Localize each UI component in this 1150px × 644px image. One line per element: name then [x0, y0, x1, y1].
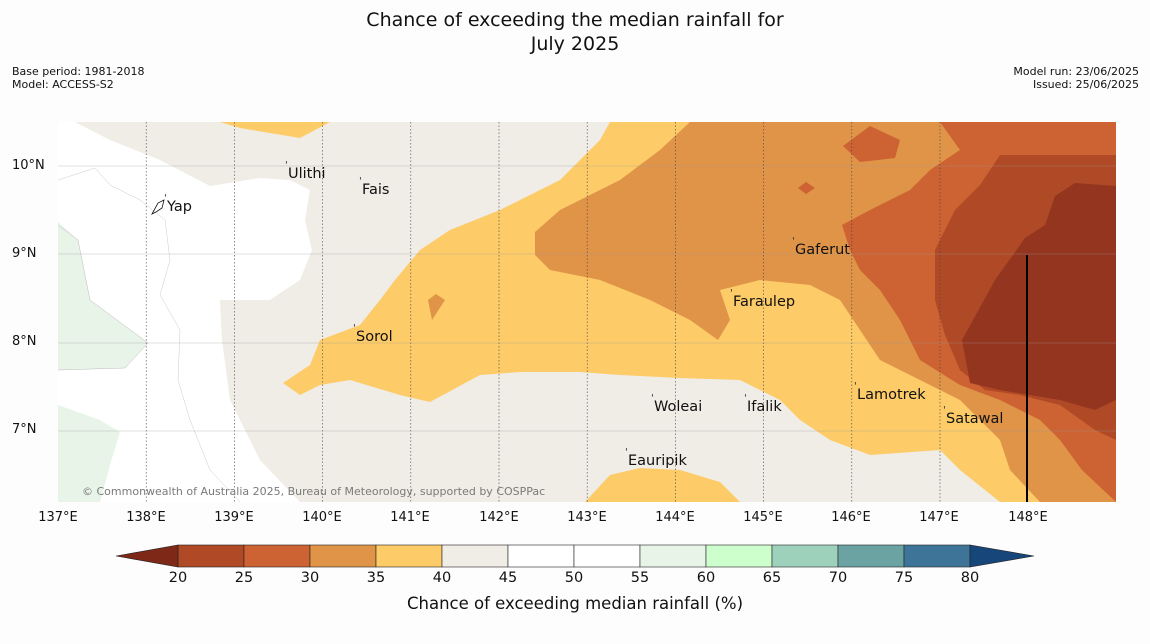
lat-label: 9°N [12, 246, 37, 261]
chart-title: Chance of exceeding the median rainfall … [0, 8, 1150, 56]
colorbar [115, 544, 1035, 568]
lon-label: 141°E [390, 510, 430, 525]
colorbar-tick: 60 [696, 570, 716, 586]
lat-label: 7°N [12, 422, 37, 437]
yap-island [151, 199, 165, 215]
contour-line [58, 167, 241, 502]
colorbar-tick: 50 [564, 570, 584, 586]
colorbar-swatch [309, 544, 377, 568]
colorbar-swatch [177, 544, 245, 568]
place-label: Ifalik [744, 393, 782, 415]
colorbar-tick: 35 [366, 570, 386, 586]
colorbar-tick: 45 [498, 570, 518, 586]
colorbar-swatch [639, 544, 707, 568]
lon-label: 147°E [919, 510, 959, 525]
colorbar-extend-high [969, 544, 1035, 568]
colorbar-swatch [705, 544, 773, 568]
lon-label: 140°E [302, 510, 342, 525]
copyright-notice: © Commonwealth of Australia 2025, Bureau… [82, 485, 546, 498]
colorbar-swatch [243, 544, 311, 568]
place-label: Ulithi [285, 160, 326, 182]
contour-line [58, 224, 149, 371]
colorbar-tick: 20 [168, 570, 188, 586]
place-label: Gaferut [792, 236, 850, 258]
place-label: Lamotrek [854, 381, 926, 403]
lon-label: 148°E [1008, 510, 1048, 525]
issued-date: Issued: 25/06/2025 [1032, 78, 1139, 91]
lon-label: 139°E [214, 510, 254, 525]
lon-label: 144°E [655, 510, 695, 525]
meta-left: Base period: 1981-2018 Model: ACCESS-S2 [12, 65, 144, 91]
model-run: Model run: 23/06/2025 [1013, 65, 1139, 78]
colorbar-swatch [771, 544, 839, 568]
lon-label: 145°E [743, 510, 783, 525]
place-label: Eauripik [625, 447, 687, 469]
title-line-1: Chance of exceeding the median rainfall … [366, 9, 784, 31]
lon-label: 143°E [567, 510, 607, 525]
place-label: Yap [164, 193, 192, 215]
map-area [58, 122, 1116, 502]
place-label: Sorol [353, 323, 393, 345]
title-line-2: July 2025 [530, 33, 620, 55]
lon-label: 146°E [831, 510, 871, 525]
place-label: Satawal [943, 405, 1003, 427]
band-55-60 [58, 222, 148, 502]
colorbar-swatch [903, 544, 971, 568]
colorbar-swatch [507, 544, 575, 568]
colorbar-tick: 40 [432, 570, 452, 586]
colorbar-tick: 65 [762, 570, 782, 586]
model-name: Model: ACCESS-S2 [12, 78, 114, 91]
colorbar-swatch [573, 544, 641, 568]
colorbar-tick: 30 [300, 570, 320, 586]
place-label: Woleai [651, 393, 702, 415]
meta-right: Model run: 23/06/2025 Issued: 25/06/2025 [1013, 65, 1139, 91]
colorbar-swatch [441, 544, 509, 568]
place-label: Faraulep [730, 288, 795, 310]
place-label: Fais [359, 176, 390, 198]
graticule [58, 122, 1116, 502]
lon-label: 142°E [479, 510, 519, 525]
lat-label: 10°N [12, 158, 45, 173]
lat-label: 8°N [12, 334, 37, 349]
colorbar-swatch [375, 544, 443, 568]
colorbar-label: Chance of exceeding median rainfall (%) [406, 594, 744, 613]
colorbar-swatch [837, 544, 905, 568]
colorbar-tick: 75 [894, 570, 914, 586]
lon-label: 137°E [38, 510, 78, 525]
colorbar-tick: 55 [630, 570, 650, 586]
base-period: Base period: 1981-2018 [12, 65, 145, 78]
colorbar-tick: 25 [234, 570, 254, 586]
band-below-20 [962, 183, 1116, 410]
lon-label: 138°E [126, 510, 166, 525]
colorbar-tick: 80 [960, 570, 980, 586]
colorbar-extend-low [115, 544, 179, 568]
colorbar-tick: 70 [828, 570, 848, 586]
